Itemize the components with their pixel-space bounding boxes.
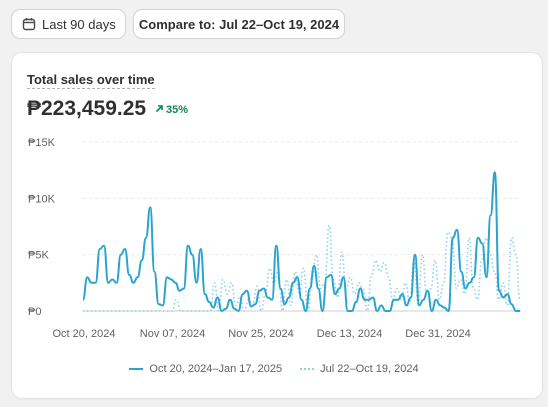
total-sales-value: ₱223,459.25 bbox=[27, 97, 147, 120]
delta-percent: 35% bbox=[166, 104, 189, 116]
legend-label-previous: Jul 22–Oct 19, 2024 bbox=[320, 363, 419, 375]
x-tick-label: Nov 07, 2024 bbox=[140, 328, 205, 340]
x-tick-label: Nov 25, 2024 bbox=[228, 328, 293, 340]
arrow-up-right-icon bbox=[155, 104, 164, 116]
y-tick-label: ₱10K bbox=[28, 193, 56, 205]
series-line-previous[interactable] bbox=[83, 224, 521, 312]
x-tick-label: Dec 13, 2024 bbox=[317, 328, 382, 340]
y-tick-label: ₱0 bbox=[28, 306, 41, 318]
chart-legend: Oct 20, 2024–Jan 17, 2025 Jul 22–Oct 19,… bbox=[0, 363, 548, 375]
card-title[interactable]: Total sales over time bbox=[27, 72, 155, 89]
x-tick-label: Oct 20, 2024 bbox=[53, 328, 116, 340]
date-range-label: Last 90 days bbox=[42, 16, 116, 32]
legend-swatch-dotted bbox=[300, 368, 315, 370]
series-line-current[interactable] bbox=[82, 171, 520, 312]
date-range-button[interactable]: Last 90 days bbox=[12, 10, 125, 38]
compare-label: Compare to: Jul 22–Oct 19, 2024 bbox=[138, 16, 340, 32]
legend-label-current: Oct 20, 2024–Jan 17, 2025 bbox=[149, 363, 283, 375]
legend-swatch-solid bbox=[129, 368, 144, 370]
y-tick-label: ₱15K bbox=[28, 137, 56, 149]
legend-item-previous[interactable]: Jul 22–Oct 19, 2024 bbox=[300, 363, 419, 375]
y-tick-label: ₱5K bbox=[28, 250, 49, 262]
compare-to-button[interactable]: Compare to: Jul 22–Oct 19, 2024 bbox=[134, 10, 344, 38]
sales-chart-card: Total sales over time ₱223,459.25 35% bbox=[12, 53, 542, 398]
calendar-icon bbox=[22, 14, 36, 34]
legend-item-current[interactable]: Oct 20, 2024–Jan 17, 2025 bbox=[129, 363, 282, 375]
delta-badge: 35% bbox=[155, 104, 188, 116]
x-tick-label: Dec 31, 2024 bbox=[405, 328, 470, 340]
